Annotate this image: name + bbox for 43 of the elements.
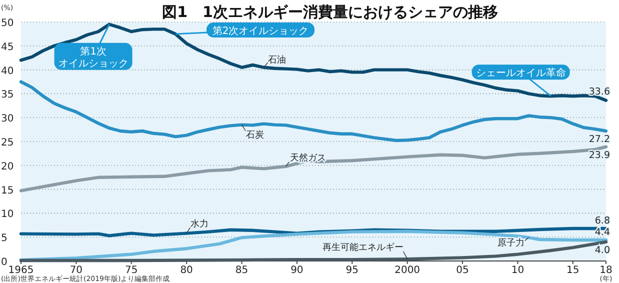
y-tick-label: 35 — [1, 90, 14, 101]
series-label: 石油 — [268, 54, 286, 66]
data-label: 4.4 — [594, 226, 610, 238]
x-tick-label: 75 — [125, 265, 138, 276]
data-label: 4.0 — [594, 244, 610, 256]
series-label: 石炭 — [246, 130, 264, 141]
x-tick-label: 2000 — [394, 265, 420, 276]
y-tick-label: 15 — [1, 185, 14, 196]
y-tick-label: 10 — [1, 209, 14, 220]
y-tick-label: 40 — [1, 66, 14, 77]
x-tick-label: 10 — [511, 265, 524, 276]
line-series — [19, 80, 608, 142]
series-label: 原子力 — [498, 238, 525, 249]
x-tick-label: 18 — [600, 265, 612, 276]
data-label: 6.8 — [594, 215, 610, 226]
line-series — [19, 240, 608, 262]
y-tick-label: 5 — [1, 233, 8, 244]
data-label: 27.2 — [588, 134, 610, 145]
x-tick-label: 95 — [346, 265, 358, 276]
data-label: 33.6 — [588, 86, 610, 98]
y-tick-label: 45 — [1, 42, 14, 53]
x-tick-label: 1965 — [8, 265, 34, 276]
x-tick-label: 90 — [290, 265, 304, 276]
x-tick-label: 80 — [180, 265, 193, 276]
line-series — [19, 22, 608, 102]
y-tick-label: 20 — [1, 161, 14, 172]
x-tick-label: 70 — [70, 265, 83, 276]
line-series — [19, 145, 608, 192]
annotation: シェールオイル革命 — [476, 67, 566, 80]
y-tick-label: 0 — [1, 257, 8, 268]
data-label: 23.9 — [588, 150, 610, 161]
y-tick-label: 25 — [1, 138, 14, 148]
chart-title: 図1 1次エネルギー消費量におけるシェアの推移 — [162, 3, 498, 21]
x-tick-label: 15 — [566, 265, 580, 276]
series-label: 天然ガス — [290, 152, 326, 164]
line-series — [19, 230, 608, 262]
annotation: 第1次オイルショック — [58, 45, 128, 70]
x-tick-label: 85 — [235, 265, 248, 276]
series-label: 水力 — [190, 218, 209, 230]
y-tick-label: 50 — [1, 18, 14, 29]
series-label: 再生可能エネルギー — [322, 242, 404, 253]
y-tick-label: 30 — [1, 114, 14, 125]
x-tick-label: 05 — [456, 265, 469, 276]
